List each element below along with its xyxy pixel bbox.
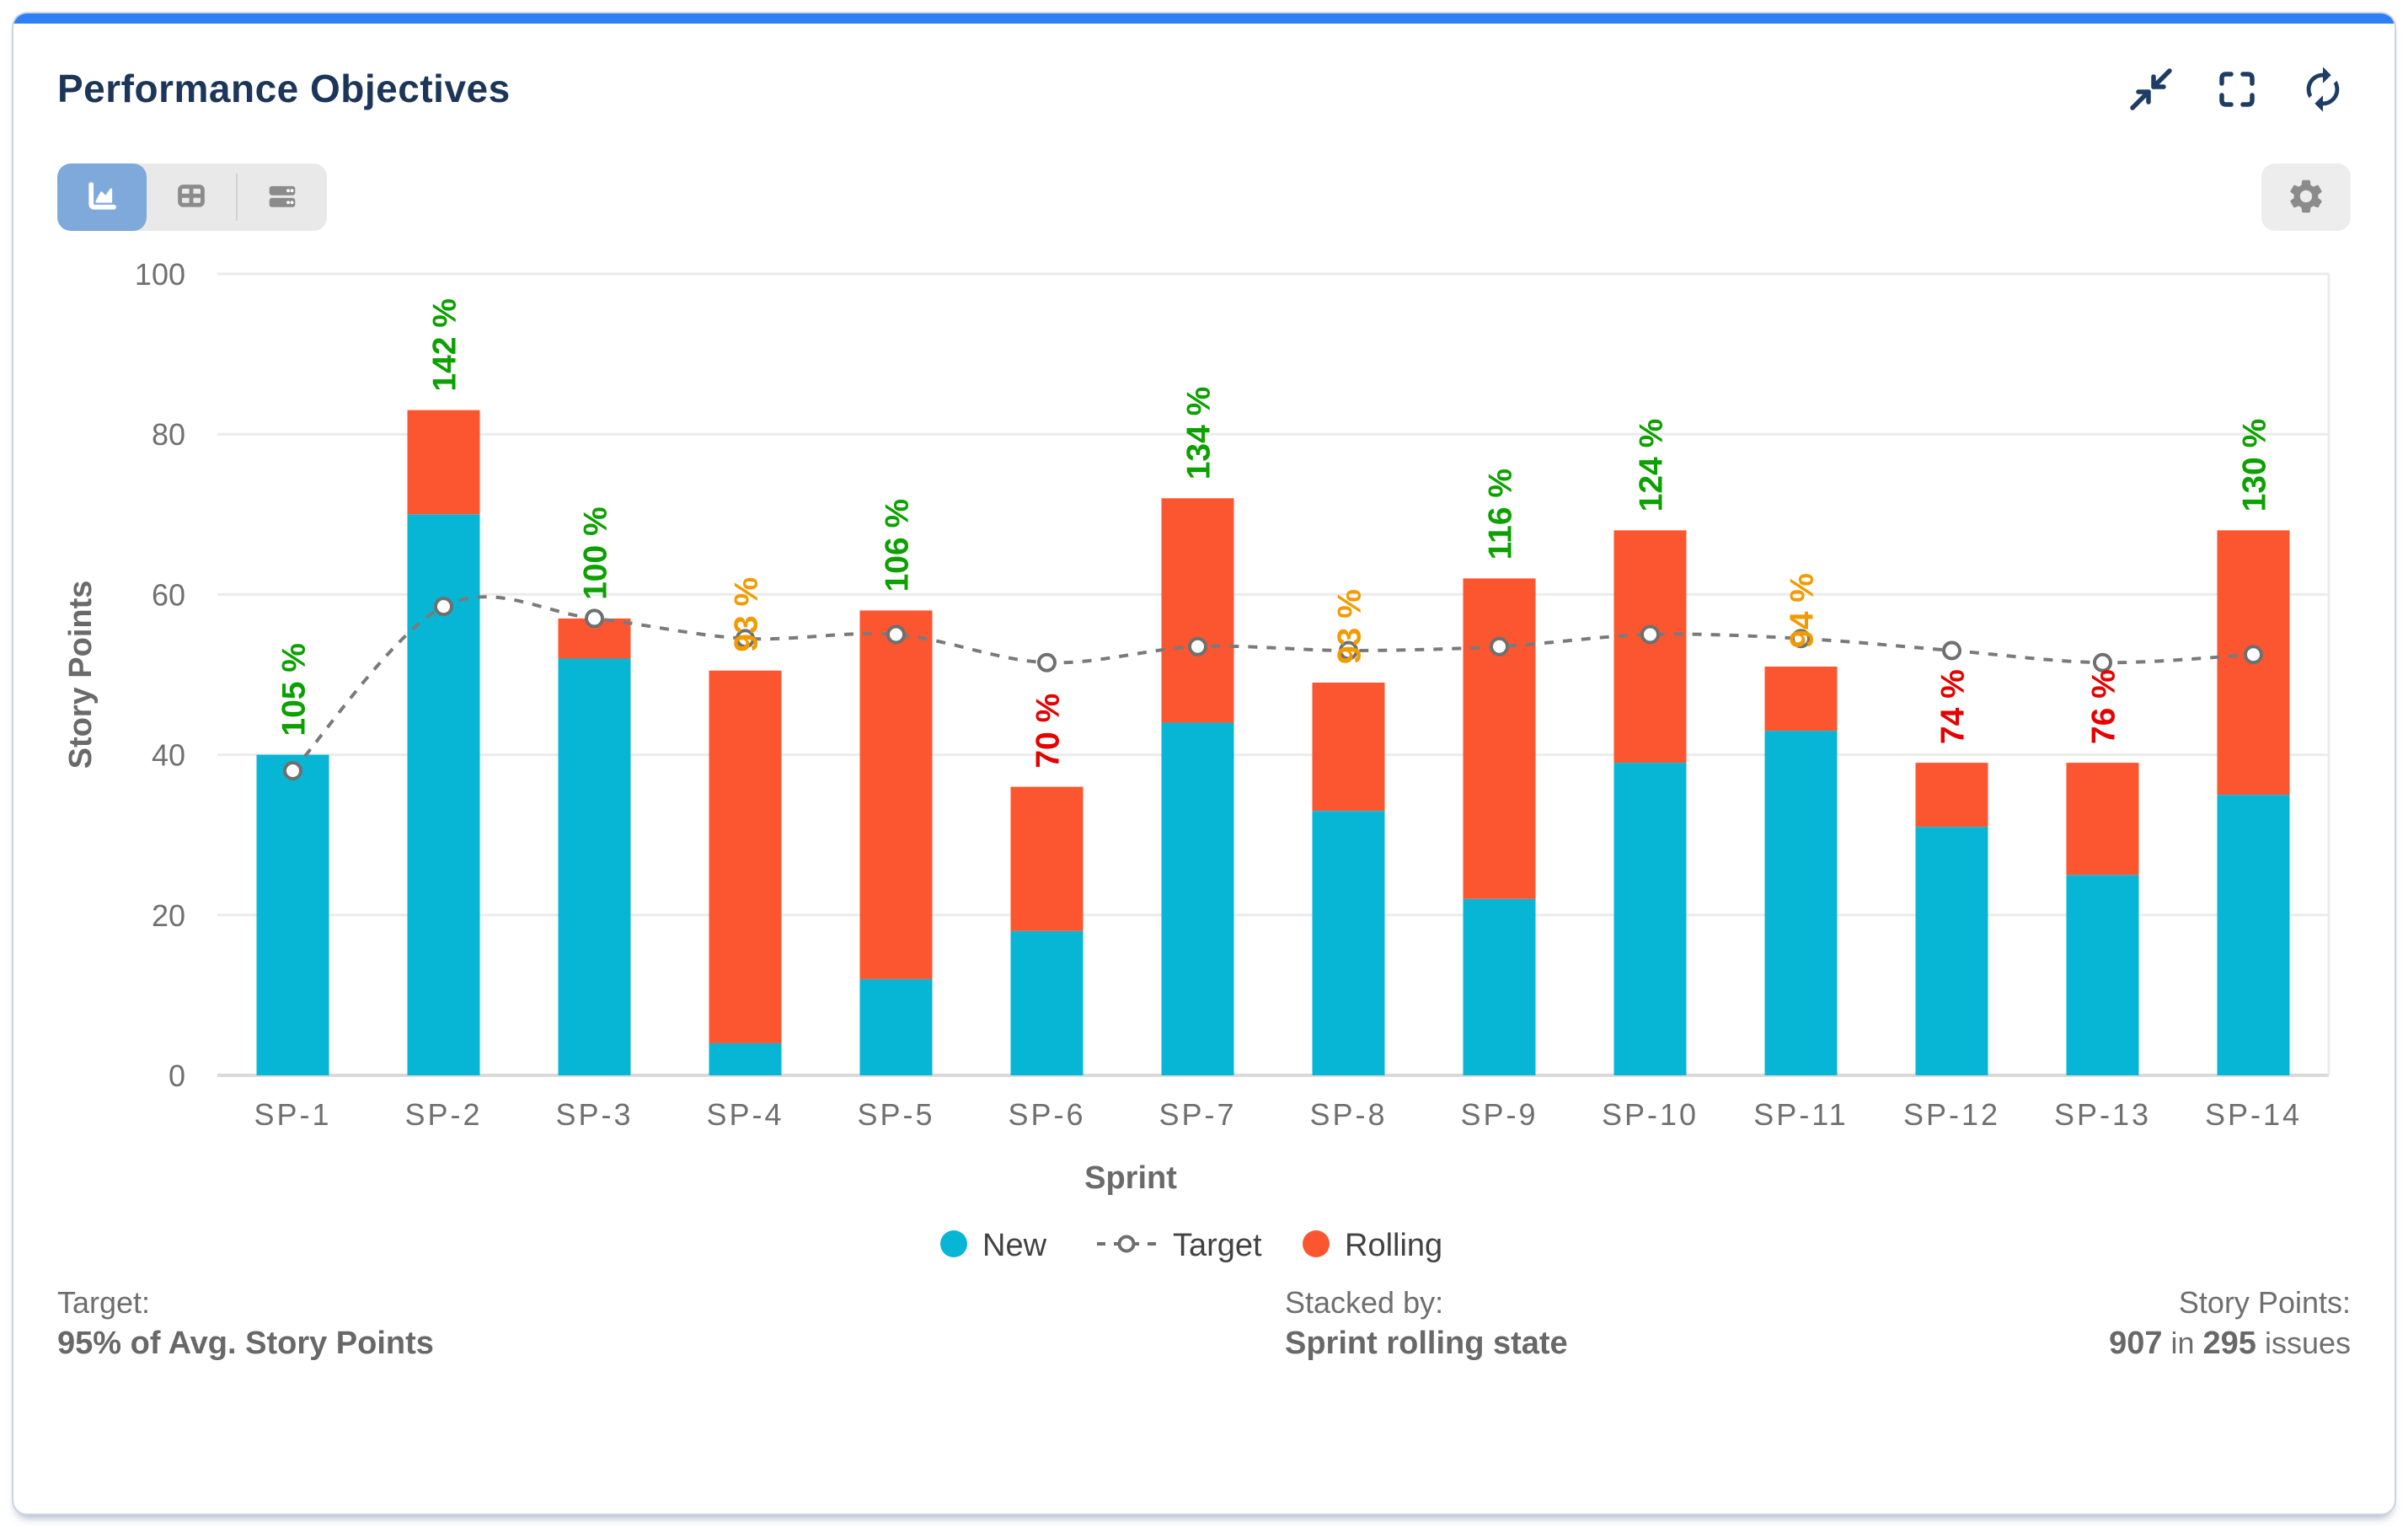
svg-text:SP-8: SP-8 — [1309, 1097, 1387, 1132]
svg-text:93 %: 93 % — [729, 577, 765, 652]
svg-text:130 %: 130 % — [2237, 419, 2273, 512]
svg-text:106 %: 106 % — [880, 499, 916, 592]
svg-text:76 %: 76 % — [2086, 669, 2122, 744]
svg-text:SP-5: SP-5 — [857, 1097, 934, 1132]
svg-text:40: 40 — [152, 738, 185, 773]
svg-text:SP-7: SP-7 — [1159, 1097, 1236, 1132]
page-title: Performance Objectives — [57, 67, 511, 110]
performance-objectives-panel: Performance Objectives — [12, 12, 2396, 1515]
svg-text:SP-1: SP-1 — [254, 1097, 331, 1132]
svg-text:105 %: 105 % — [276, 643, 313, 737]
chart-footer: Target: 95% of Avg. Story Points Stacked… — [57, 1283, 2351, 1384]
svg-text:SP-12: SP-12 — [1903, 1097, 2000, 1132]
svg-text:116 %: 116 % — [1483, 469, 1519, 560]
footer-points-label: Story Points: — [2178, 1285, 2351, 1320]
panel-accent-bar — [13, 13, 2395, 24]
settings-button[interactable] — [2261, 163, 2351, 231]
svg-text:SP-4: SP-4 — [706, 1097, 784, 1132]
footer-stacked-by: Stacked by: Sprint rolling state — [1285, 1283, 1568, 1364]
svg-text:SP-9: SP-9 — [1460, 1097, 1538, 1132]
view-rows-button[interactable] — [238, 163, 327, 231]
view-chart-button[interactable] — [57, 163, 147, 231]
svg-text:124 %: 124 % — [1634, 419, 1670, 512]
collapse-icon — [2127, 66, 2175, 115]
svg-text:SP-11: SP-11 — [1753, 1097, 1848, 1132]
svg-text:Story Points: Story Points — [63, 581, 99, 769]
gear-icon — [2286, 176, 2326, 219]
performance-chart: 0 20 40 60 80 100 SP-1 SP-2 SP-3 SP-4 SP-5 SP-6 SP-7… — [63, 257, 2330, 1263]
footer-story-points: Story Points: 907 in 295 issues — [2109, 1283, 2351, 1364]
header-actions — [2127, 66, 2347, 115]
svg-text:Rolling: Rolling — [1345, 1228, 1442, 1263]
svg-text:Target: Target — [1173, 1228, 1262, 1263]
svg-text:70 %: 70 % — [1030, 694, 1067, 769]
footer-target-value: 95% of Avg. Story Points — [57, 1326, 434, 1361]
rows-icon — [263, 177, 302, 218]
svg-text:60: 60 — [152, 577, 185, 612]
svg-text:80: 80 — [152, 417, 185, 452]
svg-text:SP-14: SP-14 — [2205, 1097, 2302, 1132]
svg-text:SP-13: SP-13 — [2054, 1097, 2151, 1132]
svg-text:SP-2: SP-2 — [404, 1097, 482, 1132]
svg-text:SP-10: SP-10 — [1602, 1097, 1699, 1132]
view-table-button[interactable] — [147, 163, 236, 231]
svg-text:20: 20 — [152, 898, 185, 933]
fullscreen-button[interactable] — [2213, 66, 2261, 115]
svg-text:74 %: 74 % — [1935, 669, 1972, 744]
svg-text:93 %: 93 % — [1332, 589, 1368, 664]
footer-stacked-value: Sprint rolling state — [1285, 1326, 1568, 1361]
svg-text:100: 100 — [135, 257, 185, 292]
svg-text:SP-6: SP-6 — [1008, 1097, 1085, 1132]
svg-text:SP-3: SP-3 — [555, 1097, 633, 1132]
svg-text:142 %: 142 % — [427, 298, 463, 392]
footer-stacked-label: Stacked by: — [1285, 1285, 1444, 1320]
view-switcher — [57, 163, 327, 231]
fullscreen-icon — [2213, 66, 2261, 115]
svg-text:134 %: 134 % — [1181, 387, 1217, 480]
footer-target: Target: 95% of Avg. Story Points — [57, 1283, 434, 1364]
refresh-icon — [2298, 65, 2347, 116]
svg-text:0: 0 — [169, 1058, 185, 1093]
collapse-button[interactable] — [2127, 66, 2175, 115]
svg-text:Sprint: Sprint — [1084, 1160, 1177, 1196]
table-icon — [172, 177, 211, 218]
footer-points-value: 907 in 295 issues — [2109, 1326, 2351, 1361]
svg-text:100 %: 100 % — [578, 506, 614, 600]
area-chart-icon — [83, 177, 121, 218]
svg-text:94 %: 94 % — [1785, 573, 1821, 648]
refresh-button[interactable] — [2298, 66, 2347, 115]
segment-divider — [236, 174, 238, 221]
svg-text:New: New — [982, 1228, 1047, 1263]
footer-target-label: Target: — [57, 1285, 151, 1320]
